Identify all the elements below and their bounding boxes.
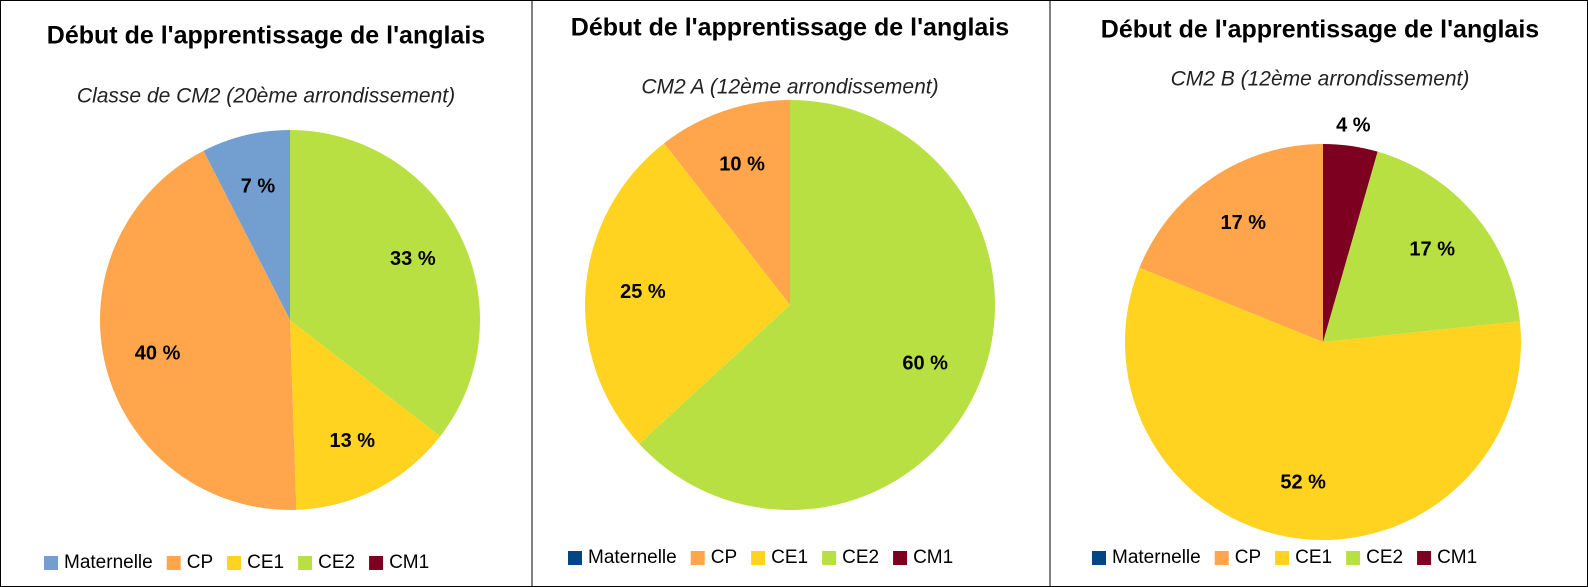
data-label: 17 % [1409, 239, 1455, 261]
legend-label: CM1 [1437, 547, 1477, 568]
pie-slice [1323, 144, 1378, 342]
data-label: 10 % [719, 154, 765, 176]
legend-swatch [44, 556, 58, 570]
data-label: 52 % [1280, 471, 1326, 493]
legend-label: CE1 [247, 552, 284, 573]
legend-swatch [822, 551, 837, 565]
legend-label: CP [187, 552, 213, 573]
legend-swatch [1214, 551, 1229, 565]
legend-swatch [1346, 551, 1361, 565]
legend-swatch [166, 556, 181, 570]
legend-swatch [1417, 551, 1432, 565]
legend-label: CP [1235, 547, 1261, 568]
data-label: 60 % [902, 353, 948, 375]
legend-swatch [568, 551, 582, 565]
legend-label: CE1 [771, 547, 808, 568]
pie-slice [99, 150, 297, 511]
legend-swatch [298, 556, 313, 570]
legend-label: CM1 [913, 547, 953, 568]
pie-slice [1323, 151, 1520, 342]
pie-slice [639, 100, 995, 510]
data-label: 4 % [1336, 115, 1371, 137]
pie-slice [203, 130, 290, 320]
data-label: 40 % [135, 343, 181, 365]
data-label: 25 % [620, 281, 666, 303]
chart-subtitle: CM2 B (12ème arrondissement) [1171, 68, 1470, 91]
chart-subtitle: Classe de CM2 (20ème arrondissement) [77, 85, 455, 108]
legend-label: Maternelle [588, 547, 677, 568]
legend-label: Maternelle [64, 552, 153, 573]
legend-swatch [1275, 551, 1290, 565]
legend-label: CM1 [389, 552, 429, 573]
legend-swatch [369, 556, 384, 570]
chart-title: Début de l'apprentissage de l'anglais [1101, 16, 1539, 44]
pie-slice [1139, 144, 1323, 342]
legend-swatch [751, 551, 766, 565]
legend-label: Maternelle [1112, 547, 1201, 568]
chart-title: Début de l'apprentissage de l'anglais [571, 14, 1009, 42]
legend-swatch [893, 551, 908, 565]
legend-label: CP [711, 547, 737, 568]
pie-slice [290, 320, 441, 510]
data-label: 7 % [241, 175, 276, 197]
legend-swatch [690, 551, 705, 565]
legend-label: CE2 [842, 547, 879, 568]
chart-subtitle: CM2 A (12ème arrondissement) [641, 76, 938, 99]
data-label: 17 % [1220, 212, 1266, 234]
legend-label: CE2 [318, 552, 355, 573]
legend-swatch [227, 556, 242, 570]
pie-slice [1125, 267, 1521, 541]
pie-slice [290, 130, 480, 437]
legend-swatch [1092, 551, 1106, 565]
data-label: 33 % [390, 248, 436, 270]
legend-label: CE2 [1366, 547, 1403, 568]
legend-label: CE1 [1295, 547, 1332, 568]
pie-slice [664, 100, 790, 305]
chart-title: Début de l'apprentissage de l'anglais [47, 22, 485, 50]
pie-slice [584, 143, 790, 444]
data-label: 13 % [330, 430, 376, 452]
